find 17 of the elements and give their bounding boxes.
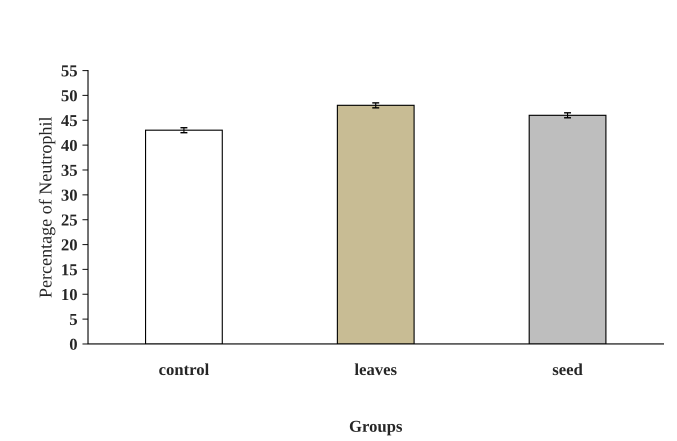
y-tick-label: 55 <box>62 65 77 77</box>
y-tick-label: 35 <box>62 164 77 176</box>
x-tick-label: seed <box>552 363 583 376</box>
x-tick-label: control <box>159 363 209 376</box>
x-tick-label: leaves <box>354 363 397 376</box>
y-tick-label: 0 <box>70 338 77 350</box>
y-tick-label: 50 <box>62 90 77 102</box>
y-tick-label: 30 <box>62 190 77 201</box>
y-axis-title: Percentage of Neutrophil <box>38 116 56 298</box>
y-tick-label: 25 <box>62 214 77 226</box>
x-axis-title: Groups <box>350 420 402 436</box>
y-tick-label: 40 <box>61 140 77 152</box>
y-tick-label: 15 <box>62 264 77 276</box>
y-tick-label: 45 <box>61 115 77 126</box>
y-tick-label: 10 <box>62 288 77 300</box>
y-tick-label: 20 <box>62 239 77 250</box>
y-tick-label: 5 <box>70 314 77 326</box>
